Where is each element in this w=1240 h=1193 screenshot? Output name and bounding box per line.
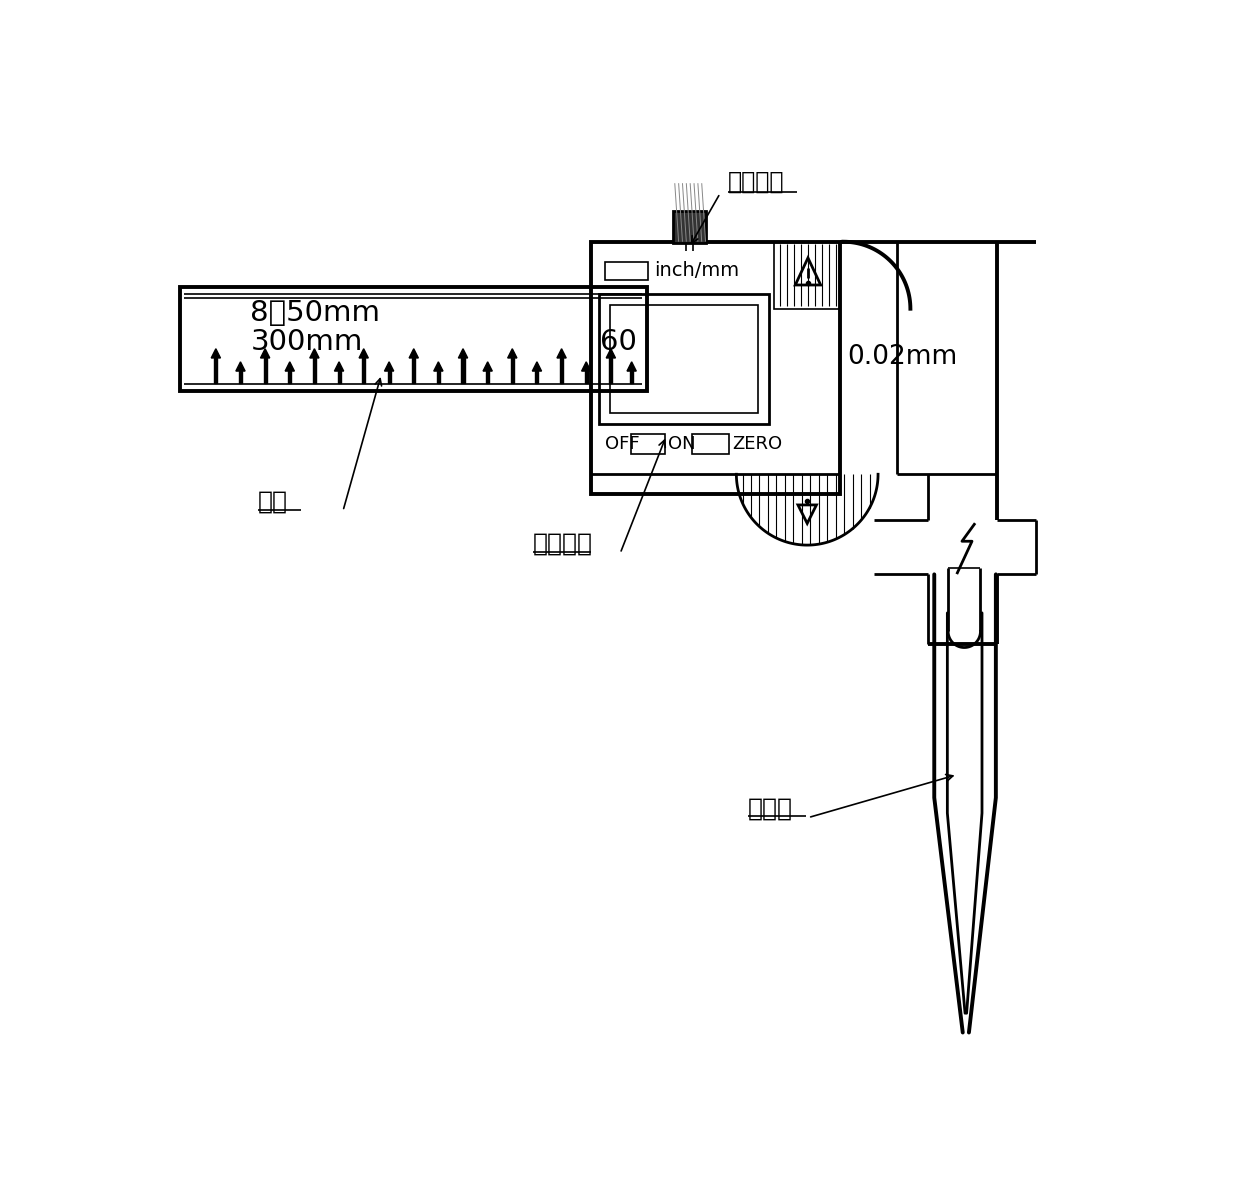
Text: 主尺: 主尺 — [258, 489, 288, 514]
Polygon shape — [312, 358, 316, 383]
Bar — [180, 288, 647, 391]
Polygon shape — [388, 371, 391, 383]
Polygon shape — [236, 361, 246, 371]
Polygon shape — [486, 371, 490, 383]
Polygon shape — [260, 348, 270, 358]
Bar — [610, 305, 758, 414]
Text: OFF: OFF — [605, 435, 640, 453]
Polygon shape — [215, 358, 217, 383]
Polygon shape — [412, 358, 415, 383]
Bar — [599, 295, 769, 425]
Text: ON: ON — [668, 435, 696, 453]
Text: 测量抓: 测量抓 — [748, 796, 792, 820]
Text: 数显标尺: 数显标尺 — [533, 532, 593, 556]
Polygon shape — [630, 371, 634, 383]
Polygon shape — [434, 361, 443, 371]
Polygon shape — [436, 371, 440, 383]
Polygon shape — [337, 371, 341, 383]
Text: inch/mm: inch/mm — [653, 261, 739, 280]
Polygon shape — [310, 348, 319, 358]
Polygon shape — [211, 348, 221, 358]
Polygon shape — [360, 348, 368, 358]
Polygon shape — [560, 358, 563, 383]
Polygon shape — [461, 358, 465, 383]
Polygon shape — [585, 371, 588, 383]
Polygon shape — [627, 361, 636, 371]
Bar — [673, 211, 706, 243]
Polygon shape — [507, 348, 517, 358]
Polygon shape — [288, 371, 291, 383]
Polygon shape — [239, 371, 242, 383]
Polygon shape — [285, 361, 294, 371]
Bar — [692, 434, 729, 455]
Polygon shape — [511, 358, 513, 383]
Bar — [631, 434, 665, 455]
Polygon shape — [384, 361, 394, 371]
Text: 60: 60 — [600, 328, 637, 356]
Polygon shape — [459, 348, 467, 358]
Bar — [774, 242, 839, 309]
Polygon shape — [536, 371, 538, 383]
Polygon shape — [362, 358, 366, 383]
Bar — [605, 261, 647, 280]
Text: 锁紧螺钉: 锁紧螺钉 — [728, 171, 785, 194]
Polygon shape — [409, 348, 418, 358]
Text: 300mm: 300mm — [250, 328, 363, 356]
Polygon shape — [582, 361, 590, 371]
Polygon shape — [606, 348, 615, 358]
Polygon shape — [335, 361, 343, 371]
Bar — [590, 242, 839, 494]
Polygon shape — [557, 348, 567, 358]
Text: 0.02mm: 0.02mm — [847, 345, 957, 370]
Polygon shape — [264, 358, 267, 383]
Text: ZERO: ZERO — [733, 435, 782, 453]
Polygon shape — [609, 358, 613, 383]
Text: 8～50mm: 8～50mm — [250, 298, 381, 327]
Polygon shape — [532, 361, 542, 371]
Polygon shape — [484, 361, 492, 371]
